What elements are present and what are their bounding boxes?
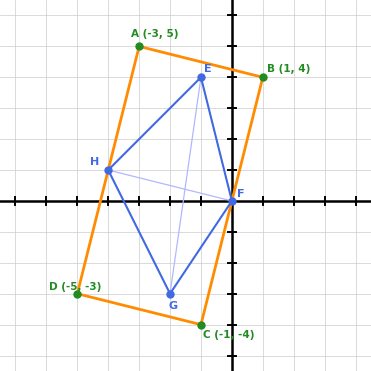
Text: H: H [90,157,99,167]
Text: D (-5, -3): D (-5, -3) [49,282,102,292]
Text: E: E [204,64,212,74]
Text: B (1, 4): B (1, 4) [266,64,310,74]
Text: A (-3, 5): A (-3, 5) [131,29,179,39]
Text: G: G [168,301,178,311]
Text: C (-1, -4): C (-1, -4) [203,330,255,340]
Text: F: F [237,190,244,200]
